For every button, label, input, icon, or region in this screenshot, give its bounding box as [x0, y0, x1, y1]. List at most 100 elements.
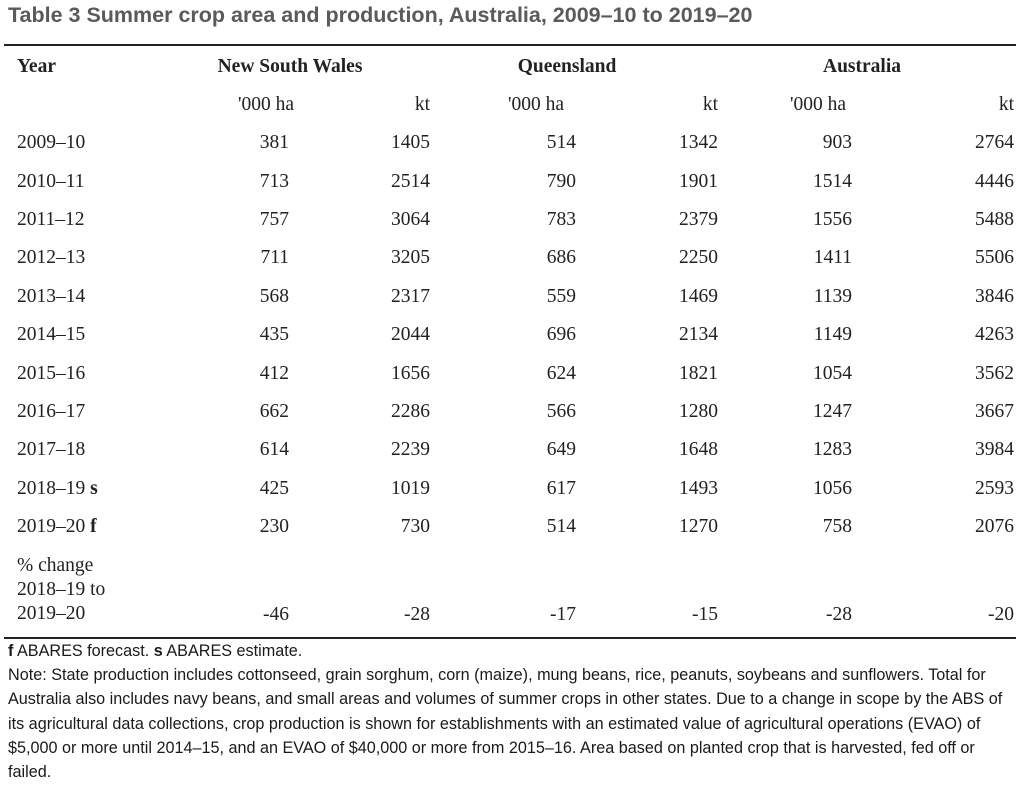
units-blank: [4, 86, 184, 124]
cell-nsw-area: 412: [259, 362, 289, 384]
cell-nsw-area: 711: [260, 247, 289, 269]
year-label: 2013–14: [17, 285, 86, 307]
cell-aus-prod: 5488: [975, 208, 1014, 230]
cell-nsw-area: 757: [259, 208, 289, 230]
cell-qld-prod: 1469: [679, 285, 718, 307]
cell-qld-area: 514: [546, 132, 576, 154]
cell-qld-prod: 1901: [679, 170, 718, 192]
cell-nsw-prod: 2286: [391, 400, 430, 422]
table-row: 2018–19 s 425 1019 617 1493 1056 2593: [4, 470, 1016, 508]
cell-aus-prod: 5506: [975, 247, 1014, 269]
year-label: 2019–20: [17, 516, 86, 538]
table-row: 2016–17 662 2286 566 1280 1247 3667: [4, 393, 1016, 431]
header-row: Year New South Wales Queensland Australi…: [4, 48, 1016, 86]
year-label: 2016–17: [17, 400, 86, 422]
table-row: 2011–12 757 3064 783 2379 1556 5488: [4, 201, 1016, 239]
footnote-f-marker: f: [8, 642, 14, 660]
units-row: '000 ha kt '000 ha kt '000 ha kt: [4, 86, 1016, 124]
year-status-marker: s: [90, 477, 98, 499]
crop-table: Year New South Wales Queensland Australi…: [4, 48, 1016, 630]
cell-aus-prod: 2593: [975, 477, 1014, 499]
cell-year: 2010–11: [4, 162, 184, 200]
table-row: 2015–16 412 1656 624 1821 1054 3562: [4, 354, 1016, 392]
cell-nsw-prod: 2239: [391, 439, 430, 461]
footnote-markers: f ABARES forecast. s ABARES estimate.: [8, 639, 1018, 663]
cell-year: 2013–14: [4, 278, 184, 316]
cell-aus-prod: 3846: [975, 285, 1014, 307]
col-header-year: Year: [17, 56, 56, 77]
col-header-aus: Australia: [823, 56, 901, 77]
cell-nsw-area: 568: [259, 285, 289, 307]
cell-aus-prod: 2764: [975, 132, 1014, 154]
cell-nsw-area: 435: [259, 324, 289, 346]
cell-year: 2018–19 s: [4, 470, 184, 508]
cell-qld-prod: 1342: [679, 132, 718, 154]
table-title: Table 3 Summer crop area and production,…: [8, 3, 753, 27]
cell-year: 2015–16: [4, 354, 184, 392]
cell-nsw-area: 230: [259, 516, 289, 538]
cell-aus-prod: 4446: [975, 170, 1014, 192]
unit-nsw-area: '000 ha: [237, 94, 294, 115]
cell-aus-prod: 3984: [975, 439, 1014, 461]
cell-qld-prod: 1270: [679, 516, 718, 538]
pct-qld-area: -17: [550, 604, 576, 626]
table-row: 2009–10 381 1405 514 1342 903 2764: [4, 124, 1016, 162]
year-label: 2017–18: [17, 439, 86, 461]
cell-qld-area: 686: [546, 247, 576, 269]
cell-nsw-area: 381: [259, 132, 289, 154]
cell-nsw-prod: 2044: [391, 324, 430, 346]
pct-aus-prod: -20: [988, 604, 1014, 626]
unit-nsw-prod: kt: [414, 94, 430, 115]
unit-aus-area: '000 ha: [790, 94, 847, 115]
cell-aus-area: 1247: [813, 400, 852, 422]
cell-aus-prod: 3562: [975, 362, 1014, 384]
cell-nsw-prod: 3064: [391, 208, 430, 230]
table-row: 2012–13 711 3205 686 2250 1411 5506: [4, 239, 1016, 277]
cell-nsw-prod: 730: [400, 516, 430, 538]
cell-qld-area: 696: [546, 324, 576, 346]
cell-nsw-prod: 2317: [391, 285, 430, 307]
cell-nsw-area: 614: [259, 439, 289, 461]
cell-qld-prod: 1821: [679, 362, 718, 384]
cell-year: 2011–12: [4, 201, 184, 239]
year-status-marker: f: [90, 516, 97, 538]
cell-year: 2019–20 f: [4, 508, 184, 546]
pct-change-row: % change 2018–19 to 2019–20 -46 -28 -17 -15 -28…: [4, 546, 1016, 630]
cell-nsw-prod: 1019: [391, 477, 430, 499]
cell-aus-prod: 2076: [975, 516, 1014, 538]
cell-qld-prod: 2379: [679, 208, 718, 230]
cell-qld-area: 617: [546, 477, 576, 499]
table-row: 2014–15 435 2044 696 2134 1149 4263: [4, 316, 1016, 354]
footnote-note: Note: State production includes cottonse…: [8, 666, 1003, 782]
footnote-s-marker: s: [153, 642, 163, 660]
cell-aus-area: 1514: [813, 170, 852, 192]
year-label: 2018–19: [17, 477, 86, 499]
table-row: 2013–14 568 2317 559 1469 1139 3846: [4, 278, 1016, 316]
cell-qld-area: 624: [546, 362, 576, 384]
pct-aus-area: -28: [826, 604, 852, 626]
cell-aus-prod: 3667: [975, 400, 1014, 422]
cell-qld-prod: 1648: [679, 439, 718, 461]
cell-year: 2016–17: [4, 393, 184, 431]
cell-nsw-area: 662: [259, 400, 289, 422]
year-label: 2015–16: [17, 362, 86, 384]
cell-qld-prod: 2250: [679, 247, 718, 269]
cell-nsw-prod: 1656: [391, 362, 430, 384]
cell-nsw-prod: 2514: [391, 170, 430, 192]
cell-nsw-prod: 1405: [391, 132, 430, 154]
unit-qld-prod: kt: [702, 94, 718, 115]
pct-nsw-prod: -28: [404, 604, 430, 626]
year-label: 2012–13: [17, 247, 86, 269]
cell-aus-area: 1149: [813, 324, 852, 346]
pct-qld-prod: -15: [692, 604, 718, 626]
year-label: 2014–15: [17, 324, 86, 346]
cell-nsw-area: 713: [259, 170, 289, 192]
cell-aus-area: 758: [822, 516, 852, 538]
cell-qld-area: 514: [546, 516, 576, 538]
cell-aus-area: 903: [822, 132, 852, 154]
pct-change-label: % change 2018–19 to 2019–20: [4, 546, 184, 630]
cell-qld-prod: 2134: [679, 324, 718, 346]
cell-year: 2014–15: [4, 316, 184, 354]
unit-qld-area: '000 ha: [508, 94, 565, 115]
cell-aus-area: 1556: [813, 208, 852, 230]
